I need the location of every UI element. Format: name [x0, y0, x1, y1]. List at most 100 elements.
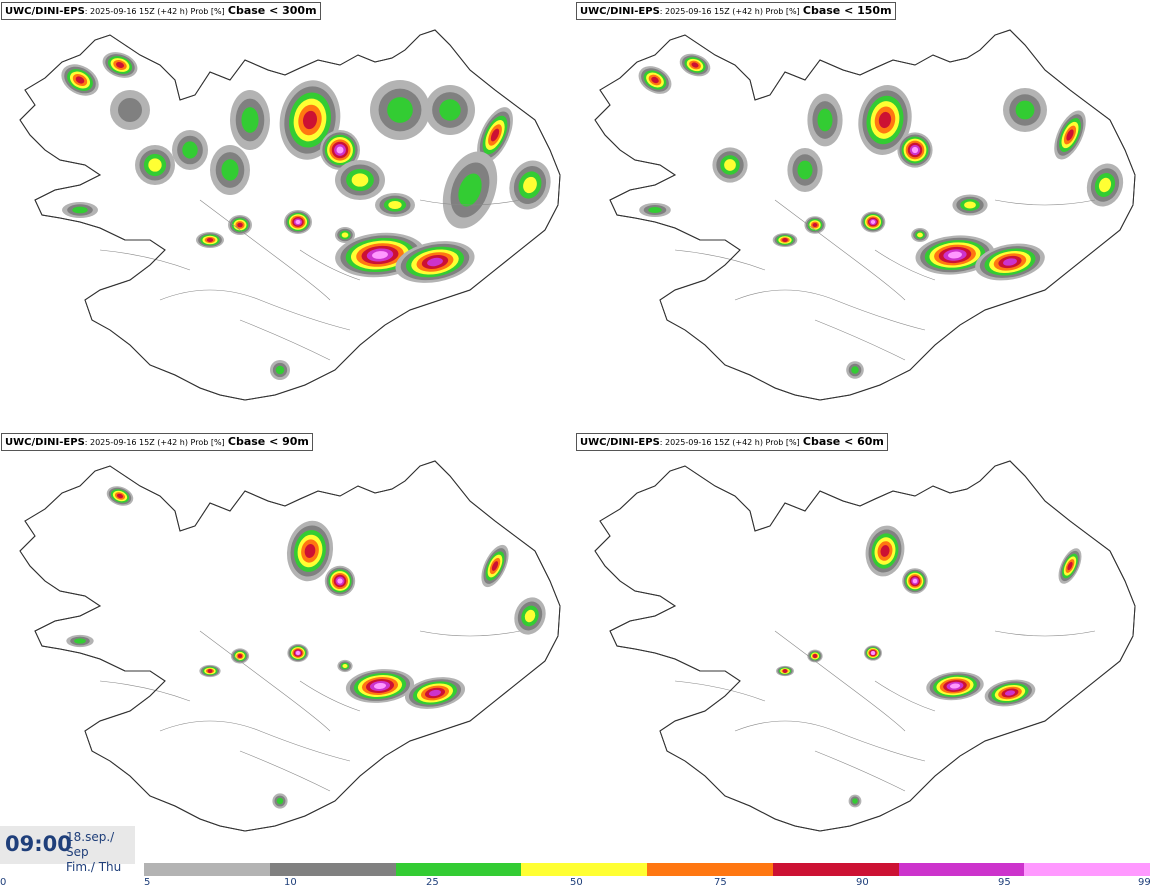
colorbar-tick-label: 90	[856, 877, 869, 888]
coastline-outline	[19, 460, 561, 832]
probability-area	[336, 146, 344, 154]
probability-area	[911, 146, 919, 154]
threshold-label: Cbase < 90m	[227, 435, 309, 448]
run-info: : 2025-09-16 15Z (+42 h) Prob [%]	[659, 438, 800, 447]
valid-date-line1: 18.sep./ Sep	[66, 830, 115, 859]
threshold-label: Cbase < 150m	[802, 4, 892, 17]
panel-title: UWC/DINI-EPS: 2025-09-16 15Z (+42 h) Pro…	[1, 2, 321, 20]
iceland-map	[594, 460, 1136, 832]
probability-area	[852, 798, 858, 804]
run-info: : 2025-09-16 15Z (+42 h) Prob [%]	[84, 438, 225, 447]
coastline-outline	[594, 29, 1136, 401]
probability-colorbar	[144, 863, 1150, 876]
probability-area	[491, 561, 499, 571]
coastline-outline	[594, 460, 1136, 832]
colorbar-tick-label: 25	[426, 877, 439, 888]
terrain-contour	[239, 750, 331, 792]
colorbar-segment	[395, 863, 522, 876]
probability-area	[275, 365, 285, 375]
probability-area	[276, 797, 284, 805]
panel-title: UWC/DINI-EPS: 2025-09-16 15Z (+42 h) Pro…	[1, 433, 313, 451]
probability-area	[75, 76, 85, 84]
colorbar-segment	[772, 863, 899, 876]
terrain-contour	[874, 249, 936, 281]
probability-area	[1015, 100, 1035, 120]
probability-area	[812, 222, 818, 228]
terrain-contour	[674, 680, 766, 702]
probability-area	[871, 651, 875, 655]
terrain-contour	[419, 630, 521, 637]
colorbar-tick-label: 5	[144, 877, 151, 888]
probability-area	[490, 128, 500, 142]
colorbar-tick-label: 75	[714, 877, 727, 888]
probability-area	[387, 97, 413, 123]
map-panel: UWC/DINI-EPS: 2025-09-16 15Z (+42 h) Pro…	[0, 0, 575, 431]
iceland-map	[19, 29, 561, 401]
terrain-contour	[814, 750, 906, 792]
terrain-contour	[814, 319, 906, 361]
model-name: UWC/DINI-EPS	[580, 6, 660, 17]
probability-area	[206, 238, 214, 242]
valid-time-clock: 09:00	[5, 832, 72, 856]
terrain-contour	[99, 680, 191, 702]
terrain-contour	[734, 289, 926, 331]
terrain-contour	[774, 630, 906, 732]
terrain-contour	[199, 199, 331, 301]
coastline	[594, 460, 1136, 832]
probability-area	[304, 544, 316, 558]
probability-area	[116, 493, 124, 499]
colorbar-tick-label: 99	[1138, 877, 1150, 888]
threshold-label: Cbase < 300m	[227, 4, 317, 17]
run-info: : 2025-09-16 15Z (+42 h) Prob [%]	[659, 7, 800, 16]
probability-area	[439, 99, 461, 121]
valid-date-line2: Fim./ Thu	[66, 860, 122, 874]
probability-area	[1066, 129, 1074, 141]
probability-area	[342, 663, 348, 669]
terrain-contour	[199, 630, 331, 732]
probability-area	[797, 160, 813, 180]
probability-area	[296, 651, 300, 655]
map-panel: UWC/DINI-EPS: 2025-09-16 15Z (+42 h) Pro…	[0, 431, 575, 862]
probability-area	[427, 257, 443, 267]
probability-area	[295, 219, 301, 225]
probability-area	[1003, 258, 1017, 266]
iceland-map	[594, 29, 1136, 401]
terrain-contour	[674, 249, 766, 271]
probability-area	[302, 110, 318, 130]
probability-area	[1098, 177, 1112, 193]
iceland-map	[19, 460, 561, 832]
colorbar-segment	[898, 863, 1025, 876]
terrain-contour	[419, 199, 521, 206]
probability-area	[851, 366, 859, 374]
terrain-contour	[774, 199, 906, 301]
terrain-contour	[734, 720, 926, 762]
terrain-contour	[994, 199, 1096, 206]
terrain-contour	[159, 720, 351, 762]
probability-area	[524, 609, 536, 623]
valid-time-box: 09:00 18.sep./ Sep Fim./ Thu	[0, 826, 135, 874]
probability-area	[337, 578, 343, 584]
probability-area	[878, 111, 892, 129]
probability-area	[428, 689, 442, 697]
colorbar-tick-label: 0	[0, 877, 7, 888]
colorbar-segment	[521, 863, 647, 876]
probability-area	[870, 220, 876, 224]
probability-area	[880, 545, 890, 557]
terrain-contour	[99, 249, 191, 271]
probability-area	[691, 62, 699, 68]
model-name: UWC/DINI-EPS	[580, 437, 660, 448]
probability-area	[237, 222, 243, 228]
probability-area	[912, 578, 918, 584]
threshold-label: Cbase < 60m	[802, 435, 884, 448]
probability-area	[182, 141, 198, 159]
probability-area	[813, 654, 817, 658]
colorbar-segment	[1024, 863, 1150, 876]
probability-area	[651, 76, 659, 84]
model-name: UWC/DINI-EPS	[5, 6, 85, 17]
colorbar-tick-label: 50	[570, 877, 583, 888]
colorbar-tick-label: 95	[998, 877, 1011, 888]
colorbar-segment	[144, 863, 270, 876]
probability-area	[964, 201, 976, 209]
probability-area	[207, 669, 213, 673]
probability-area	[148, 158, 162, 172]
